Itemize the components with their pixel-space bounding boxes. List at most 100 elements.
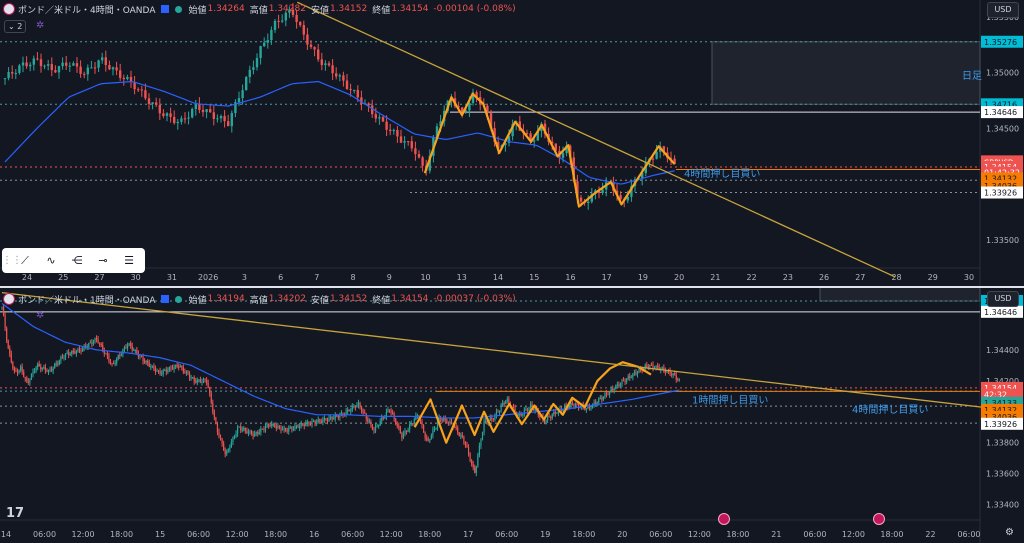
chart-canvas-1h[interactable]: 1.344001.342001.340001.338001.336001.334… xyxy=(0,288,1024,543)
chart-pane-1h[interactable]: 1.344001.342001.340001.338001.336001.334… xyxy=(0,288,1024,543)
candle-body xyxy=(125,347,127,349)
zigzag-wave-line xyxy=(423,92,676,208)
price-tag xyxy=(981,305,1023,318)
ray-tool-icon[interactable]: ⊸ xyxy=(98,254,108,267)
candle-body xyxy=(58,360,60,365)
candle-body xyxy=(396,424,398,426)
candle-body xyxy=(390,410,392,414)
candle-body xyxy=(409,424,411,430)
candle-body xyxy=(638,368,640,373)
candle-body xyxy=(466,444,468,448)
candle-body xyxy=(114,363,116,365)
candle-body xyxy=(359,402,361,408)
candle-body xyxy=(655,365,657,369)
candle-body xyxy=(595,402,597,404)
candle-body xyxy=(154,368,157,372)
economic-event-icon[interactable] xyxy=(873,513,885,525)
candle-body xyxy=(137,353,139,357)
candle-body xyxy=(399,136,403,143)
symbol-title[interactable]: ポンド／米ドル・1時間・OANDA xyxy=(18,295,156,306)
candle-body xyxy=(306,34,309,45)
candle-body xyxy=(528,407,530,411)
economic-event-icon[interactable] xyxy=(718,513,730,525)
time-tick-label: 27 xyxy=(94,273,104,282)
candle-body xyxy=(460,435,462,437)
price-tag xyxy=(981,186,1023,199)
bookmark-icon[interactable] xyxy=(161,5,170,13)
candle-body xyxy=(63,357,65,359)
pane-separator[interactable] xyxy=(0,286,1024,288)
candle-body xyxy=(461,107,464,113)
parallel-channel-tool-icon[interactable]: ☰ xyxy=(124,254,134,267)
currency-selector[interactable]: USD xyxy=(987,2,1019,18)
price-tag-label: 1.34646 xyxy=(984,108,1017,117)
candle-body xyxy=(618,384,620,387)
candle-body xyxy=(205,109,208,113)
candle-body xyxy=(283,427,285,430)
currency-selector[interactable]: USD xyxy=(987,291,1019,307)
candle-body xyxy=(216,118,219,120)
candle-body xyxy=(414,148,417,155)
indicator-count: 2 xyxy=(17,22,23,31)
candle-body xyxy=(82,347,84,352)
candle-body xyxy=(627,376,629,379)
candle-body xyxy=(543,419,546,423)
drag-handle-icon[interactable]: ⋮⋮ xyxy=(2,255,22,266)
candle-body xyxy=(478,445,480,456)
candle-body xyxy=(194,103,197,109)
candle-body xyxy=(356,89,359,98)
candle-body xyxy=(536,131,539,141)
candle-body xyxy=(562,409,564,411)
candle-body xyxy=(95,338,98,340)
candle-body xyxy=(485,420,487,422)
zigzag-wave-line xyxy=(413,361,652,444)
candle-body xyxy=(61,62,64,67)
candle-body xyxy=(139,355,141,357)
time-tick-label: 19 xyxy=(540,530,550,539)
candle-body xyxy=(378,425,380,427)
indicator-settings-icon[interactable]: ✲ xyxy=(36,310,45,321)
candle-body xyxy=(629,376,631,378)
candle-body xyxy=(126,345,129,348)
chart-canvas-4h[interactable]: 1.355001.350001.345001.340001.3350024252… xyxy=(0,0,1024,286)
pitchfork-tool-icon[interactable]: ⋲ xyxy=(71,254,83,267)
candle-body xyxy=(156,370,158,372)
candle-body xyxy=(367,418,369,422)
candle-body xyxy=(133,349,135,351)
indicator-settings-icon[interactable]: ✲ xyxy=(36,20,45,31)
candle-body xyxy=(137,89,140,91)
collapse-indicators-button[interactable]: ⌄ 2 xyxy=(4,20,27,33)
candle-body xyxy=(649,364,651,368)
time-tick-label: 17 xyxy=(463,530,473,539)
candle-body xyxy=(299,426,301,428)
candle-body xyxy=(263,428,265,430)
candle-body xyxy=(261,428,263,430)
candle-body xyxy=(64,353,67,358)
candle-body xyxy=(223,443,225,451)
price-tag-label: 1.34132 xyxy=(984,406,1017,415)
candle-body xyxy=(254,433,256,437)
candle-body xyxy=(633,372,635,374)
time-tick-label: 18:00 xyxy=(880,530,903,539)
candle-body xyxy=(75,63,79,67)
candle-body xyxy=(439,121,442,127)
candle-body xyxy=(193,377,195,382)
candle-body xyxy=(339,415,341,418)
annotation-label: 日足 xyxy=(962,70,982,82)
time-tick-label: 16 xyxy=(309,530,319,539)
candle-body xyxy=(277,20,280,22)
candle-body xyxy=(458,432,460,436)
bookmark-icon[interactable] xyxy=(161,295,170,303)
candle-body xyxy=(371,424,374,430)
settings-gear-icon[interactable]: ⚙ xyxy=(1005,527,1014,538)
path-tool-icon[interactable]: ∿ xyxy=(46,254,56,267)
tradingview-logo[interactable]: 17 xyxy=(6,506,25,521)
candle-body xyxy=(223,115,226,122)
chart-pane-4h[interactable]: 1.355001.350001.345001.340001.3350024252… xyxy=(0,0,1024,286)
candle-body xyxy=(260,428,262,433)
trendline-tool-icon[interactable]: ⟋ xyxy=(21,253,29,267)
candle-body xyxy=(385,121,388,130)
candle-body xyxy=(6,328,8,341)
symbol-title[interactable]: ポンド／米ドル・4時間・OANDA xyxy=(18,5,156,16)
candle-body xyxy=(362,411,364,413)
